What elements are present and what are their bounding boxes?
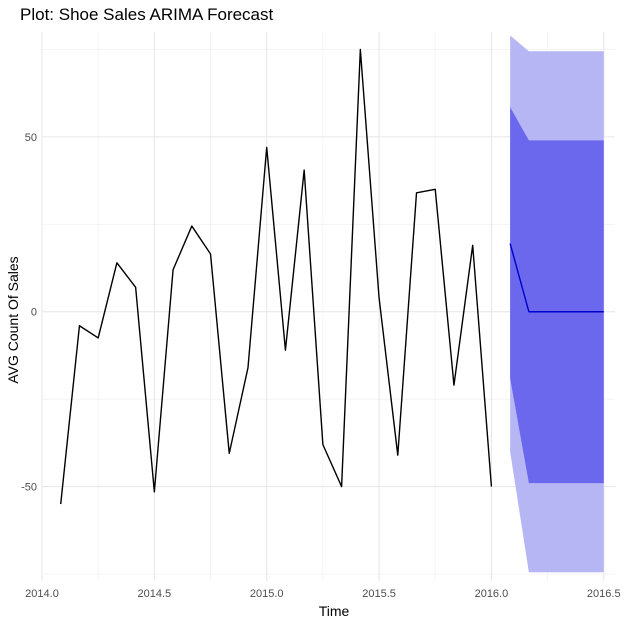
tick-label-layer: 2014.0 2014.5 2015.0 2015.5 2016.0 2016.5 -50 0… (21, 132, 620, 600)
x-tick-label: 2015.5 (362, 588, 396, 600)
y-tick-label: 50 (25, 132, 37, 144)
y-tick-label: -50 (21, 482, 37, 494)
series-line-layer (60, 48, 604, 505)
x-tick-label: 2016.5 (587, 588, 621, 600)
prediction-interval-layer (510, 35, 604, 573)
series-line-observed (60, 48, 493, 505)
y-axis-title: AVG Count Of Sales (5, 256, 21, 383)
series-line-forecast-mean (509, 243, 604, 313)
grid-layer (41, 32, 615, 581)
x-tick-label: 2014.5 (138, 588, 172, 600)
x-tick-label: 2014.0 (25, 588, 59, 600)
x-axis-title: Time (319, 603, 350, 619)
x-tick-label: 2016.0 (475, 588, 509, 600)
y-tick-label: 0 (31, 307, 37, 319)
chart-title: Plot: Shoe Sales ARIMA Forecast (20, 5, 274, 24)
prediction-interval-80 (510, 107, 604, 484)
x-tick-label: 2015.0 (250, 588, 284, 600)
